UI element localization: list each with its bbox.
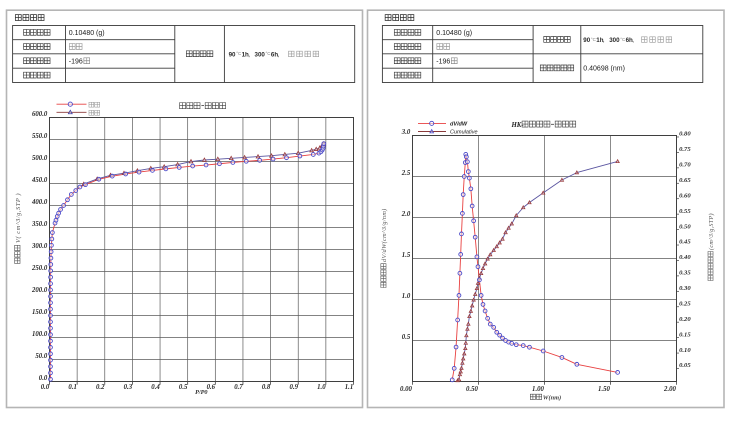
- svg-text:,: ,: [248, 51, 250, 58]
- svg-text:100.0: 100.0: [32, 331, 48, 338]
- svg-text:0.75: 0.75: [679, 146, 691, 153]
- svg-text:0.35: 0.35: [679, 270, 691, 277]
- svg-text:90: 90: [229, 51, 236, 58]
- svg-text:(cm^3/g,STP): (cm^3/g,STP): [708, 213, 715, 250]
- svg-text:,: ,: [278, 51, 280, 58]
- svg-text:0.65: 0.65: [679, 177, 691, 184]
- svg-text:-196: -196: [69, 59, 83, 66]
- svg-text:0.4: 0.4: [151, 384, 160, 391]
- svg-text:300: 300: [609, 37, 620, 44]
- svg-text:6h: 6h: [626, 37, 633, 44]
- svg-text:0.8: 0.8: [262, 384, 271, 391]
- svg-text:1.00: 1.00: [532, 386, 544, 393]
- svg-text:150.0: 150.0: [32, 309, 48, 316]
- svg-text:1.1: 1.1: [345, 384, 354, 391]
- svg-text:0.45: 0.45: [679, 239, 691, 246]
- svg-text:2.5: 2.5: [401, 170, 411, 177]
- svg-text:400.0: 400.0: [31, 199, 48, 206]
- svg-text:0.9: 0.9: [289, 384, 298, 391]
- svg-text:°C: °C: [266, 51, 271, 56]
- svg-text:0.05: 0.05: [679, 362, 691, 369]
- svg-text:dV/dW(cm^3/g/nm): dV/dW(cm^3/g/nm): [381, 208, 388, 262]
- svg-text:6h: 6h: [271, 51, 278, 58]
- svg-text:0.40698 (nm): 0.40698 (nm): [583, 66, 625, 73]
- svg-text:0.6: 0.6: [207, 384, 216, 391]
- svg-text:350.0: 350.0: [31, 221, 48, 228]
- svg-text:2.00: 2.00: [663, 386, 676, 393]
- svg-text:200.0: 200.0: [31, 287, 48, 294]
- svg-text:0.50: 0.50: [679, 223, 691, 230]
- svg-text:0.40: 0.40: [679, 254, 691, 261]
- svg-text:0.1: 0.1: [68, 384, 77, 391]
- svg-text:P/P0: P/P0: [195, 389, 207, 396]
- svg-text:dV/dW: dV/dW: [450, 121, 468, 127]
- svg-text:0.5: 0.5: [179, 384, 188, 391]
- svg-text:0.55: 0.55: [679, 208, 691, 215]
- svg-text:0.2: 0.2: [96, 384, 105, 391]
- svg-text:0.30: 0.30: [679, 285, 691, 292]
- svg-text:0.7: 0.7: [234, 384, 243, 391]
- svg-text:°C: °C: [620, 37, 625, 42]
- svg-text:1.0: 1.0: [402, 293, 411, 300]
- svg-text:HK-: HK-: [511, 122, 525, 129]
- svg-text:V( cm^3/g,STP ): V( cm^3/g,STP ): [15, 193, 22, 243]
- svg-text:-196: -196: [436, 59, 450, 66]
- svg-text:Cumulative: Cumulative: [450, 130, 478, 136]
- svg-text:0.60: 0.60: [679, 192, 691, 199]
- svg-text:250.0: 250.0: [31, 265, 48, 272]
- svg-text:0.80: 0.80: [679, 131, 691, 138]
- svg-text:W(nm): W(nm): [543, 394, 561, 401]
- svg-text:0.00: 0.00: [400, 386, 412, 393]
- svg-text:300.0: 300.0: [31, 243, 48, 250]
- svg-text:,: ,: [632, 37, 634, 44]
- svg-text:0.15: 0.15: [679, 331, 691, 338]
- svg-text:0.20: 0.20: [679, 316, 691, 323]
- svg-text:550.0: 550.0: [32, 133, 48, 140]
- svg-text:1.50: 1.50: [598, 386, 610, 393]
- svg-text:0.0: 0.0: [39, 375, 48, 382]
- svg-text:1.5: 1.5: [402, 252, 411, 259]
- svg-text:500.0: 500.0: [32, 155, 48, 162]
- svg-text:3.0: 3.0: [401, 129, 411, 136]
- svg-text:1.0: 1.0: [317, 384, 326, 391]
- svg-text:0.3: 0.3: [124, 384, 133, 391]
- svg-text:0.70: 0.70: [679, 162, 691, 169]
- svg-text:0.5: 0.5: [402, 334, 411, 341]
- svg-text:0.10480 (g): 0.10480 (g): [436, 30, 472, 37]
- svg-text:0.25: 0.25: [679, 300, 691, 307]
- svg-text:0.10: 0.10: [679, 347, 691, 354]
- svg-text:1h: 1h: [242, 51, 249, 58]
- svg-text:1h: 1h: [596, 37, 603, 44]
- svg-text:300: 300: [255, 51, 266, 58]
- svg-text:°C: °C: [591, 37, 596, 42]
- svg-text:0.10480 (g): 0.10480 (g): [69, 30, 105, 37]
- svg-text:450.0: 450.0: [31, 177, 48, 184]
- svg-text:,: ,: [603, 37, 605, 44]
- svg-text:90: 90: [583, 37, 590, 44]
- svg-text:0.0: 0.0: [41, 384, 50, 391]
- svg-text:°C: °C: [236, 51, 241, 56]
- svg-text:50.0: 50.0: [35, 353, 47, 360]
- svg-text:600.0: 600.0: [32, 111, 48, 118]
- svg-text:0.50: 0.50: [466, 386, 478, 393]
- svg-text:2.0: 2.0: [401, 211, 411, 218]
